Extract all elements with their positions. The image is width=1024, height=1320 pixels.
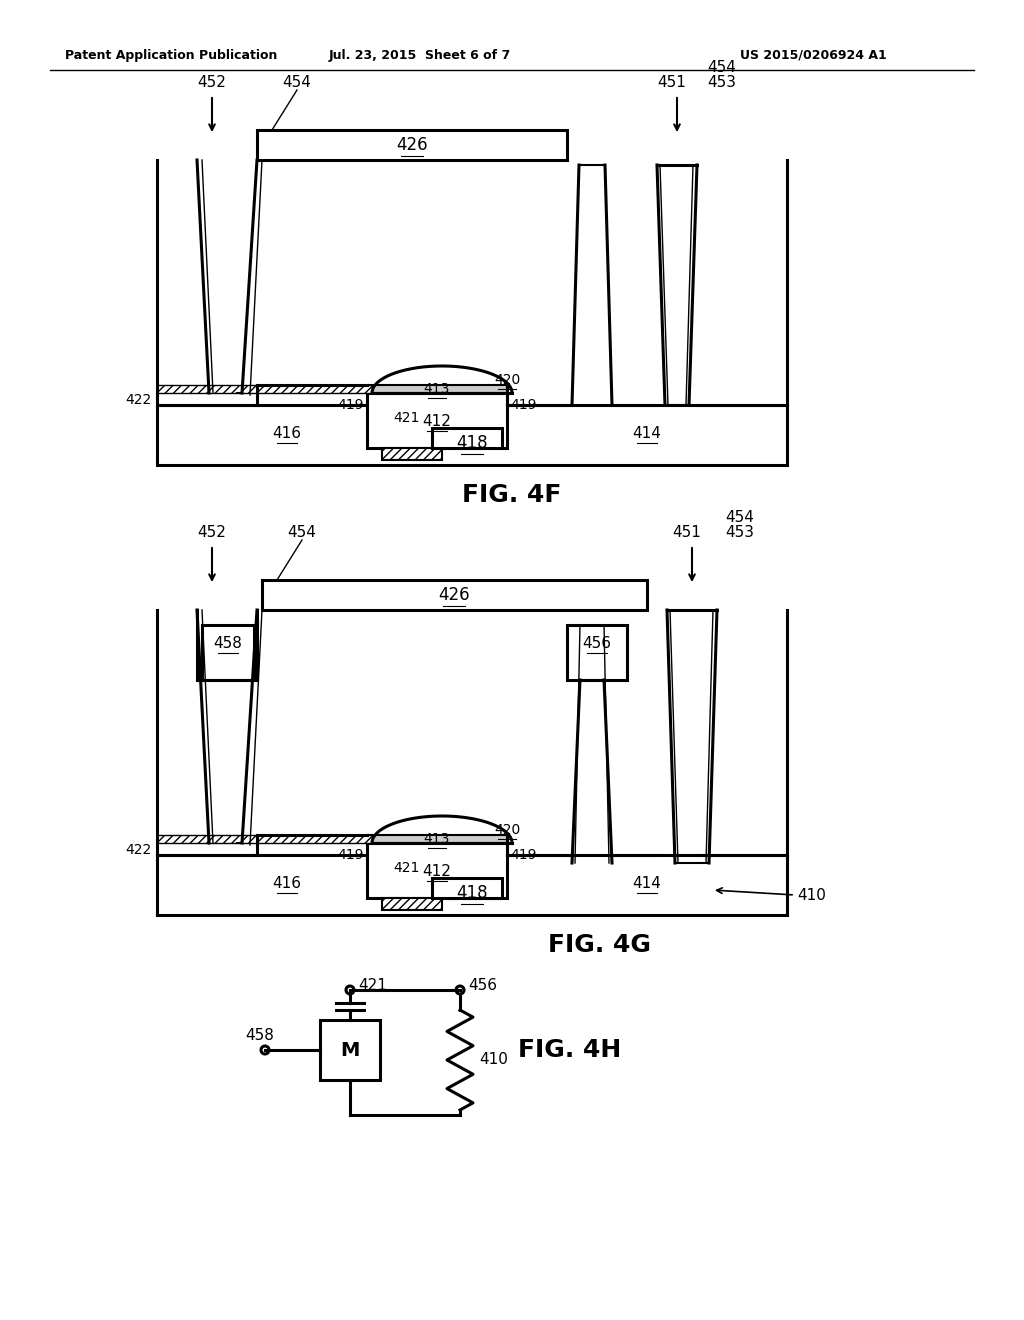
Text: M: M — [340, 1040, 359, 1060]
Bar — [157, 855, 787, 915]
Text: 419: 419 — [510, 847, 537, 862]
Bar — [157, 405, 787, 465]
Text: 413: 413 — [424, 832, 451, 846]
Text: 454: 454 — [288, 525, 316, 540]
Text: 454: 454 — [283, 75, 311, 90]
Text: 451: 451 — [657, 75, 686, 90]
Text: 412: 412 — [423, 413, 452, 429]
Text: 422: 422 — [126, 843, 152, 857]
Bar — [367, 385, 507, 393]
Text: 420: 420 — [494, 822, 520, 837]
Bar — [567, 624, 627, 680]
Text: 414: 414 — [633, 425, 662, 441]
Text: 410: 410 — [479, 1052, 508, 1068]
Text: 419: 419 — [338, 399, 364, 412]
Text: 453: 453 — [707, 75, 736, 90]
Text: 426: 426 — [438, 586, 470, 605]
Text: 416: 416 — [272, 425, 301, 441]
Text: 458: 458 — [246, 1028, 274, 1044]
Bar — [432, 428, 502, 447]
Text: 420: 420 — [494, 372, 520, 387]
Text: FIG. 4F: FIG. 4F — [462, 483, 562, 507]
Bar — [262, 579, 647, 610]
Bar — [202, 624, 254, 680]
Text: 419: 419 — [510, 399, 537, 412]
Text: 453: 453 — [725, 525, 754, 540]
Text: 422: 422 — [126, 393, 152, 407]
Bar — [319, 1020, 380, 1080]
Text: 454: 454 — [707, 59, 736, 75]
Text: 456: 456 — [468, 978, 497, 993]
Bar — [367, 843, 507, 898]
Text: 419: 419 — [338, 847, 364, 862]
Text: 418: 418 — [456, 884, 487, 902]
Bar — [382, 898, 442, 909]
Text: 451: 451 — [673, 525, 701, 540]
Bar — [367, 393, 507, 447]
Bar — [257, 129, 567, 160]
Text: FIG. 4G: FIG. 4G — [549, 933, 651, 957]
Text: 458: 458 — [214, 635, 243, 651]
Bar — [157, 836, 372, 843]
Text: 413: 413 — [424, 381, 451, 396]
Text: 452: 452 — [198, 75, 226, 90]
Bar — [432, 878, 502, 898]
Text: Patent Application Publication: Patent Application Publication — [65, 49, 278, 62]
Text: Jul. 23, 2015  Sheet 6 of 7: Jul. 23, 2015 Sheet 6 of 7 — [329, 49, 511, 62]
Text: US 2015/0206924 A1: US 2015/0206924 A1 — [740, 49, 887, 62]
Text: 410: 410 — [797, 887, 826, 903]
Text: 454: 454 — [725, 510, 754, 525]
Text: 421: 421 — [394, 411, 420, 425]
Bar — [382, 447, 442, 459]
Text: 412: 412 — [423, 863, 452, 879]
Text: 452: 452 — [198, 525, 226, 540]
Bar — [367, 836, 507, 843]
Text: 418: 418 — [456, 434, 487, 451]
Text: FIG. 4H: FIG. 4H — [518, 1038, 622, 1063]
Text: 416: 416 — [272, 875, 301, 891]
Text: 421: 421 — [394, 861, 420, 875]
Bar — [157, 385, 372, 393]
Text: 426: 426 — [396, 136, 428, 154]
Text: 456: 456 — [583, 635, 611, 651]
Text: 421: 421 — [358, 978, 387, 993]
Text: 414: 414 — [633, 875, 662, 891]
